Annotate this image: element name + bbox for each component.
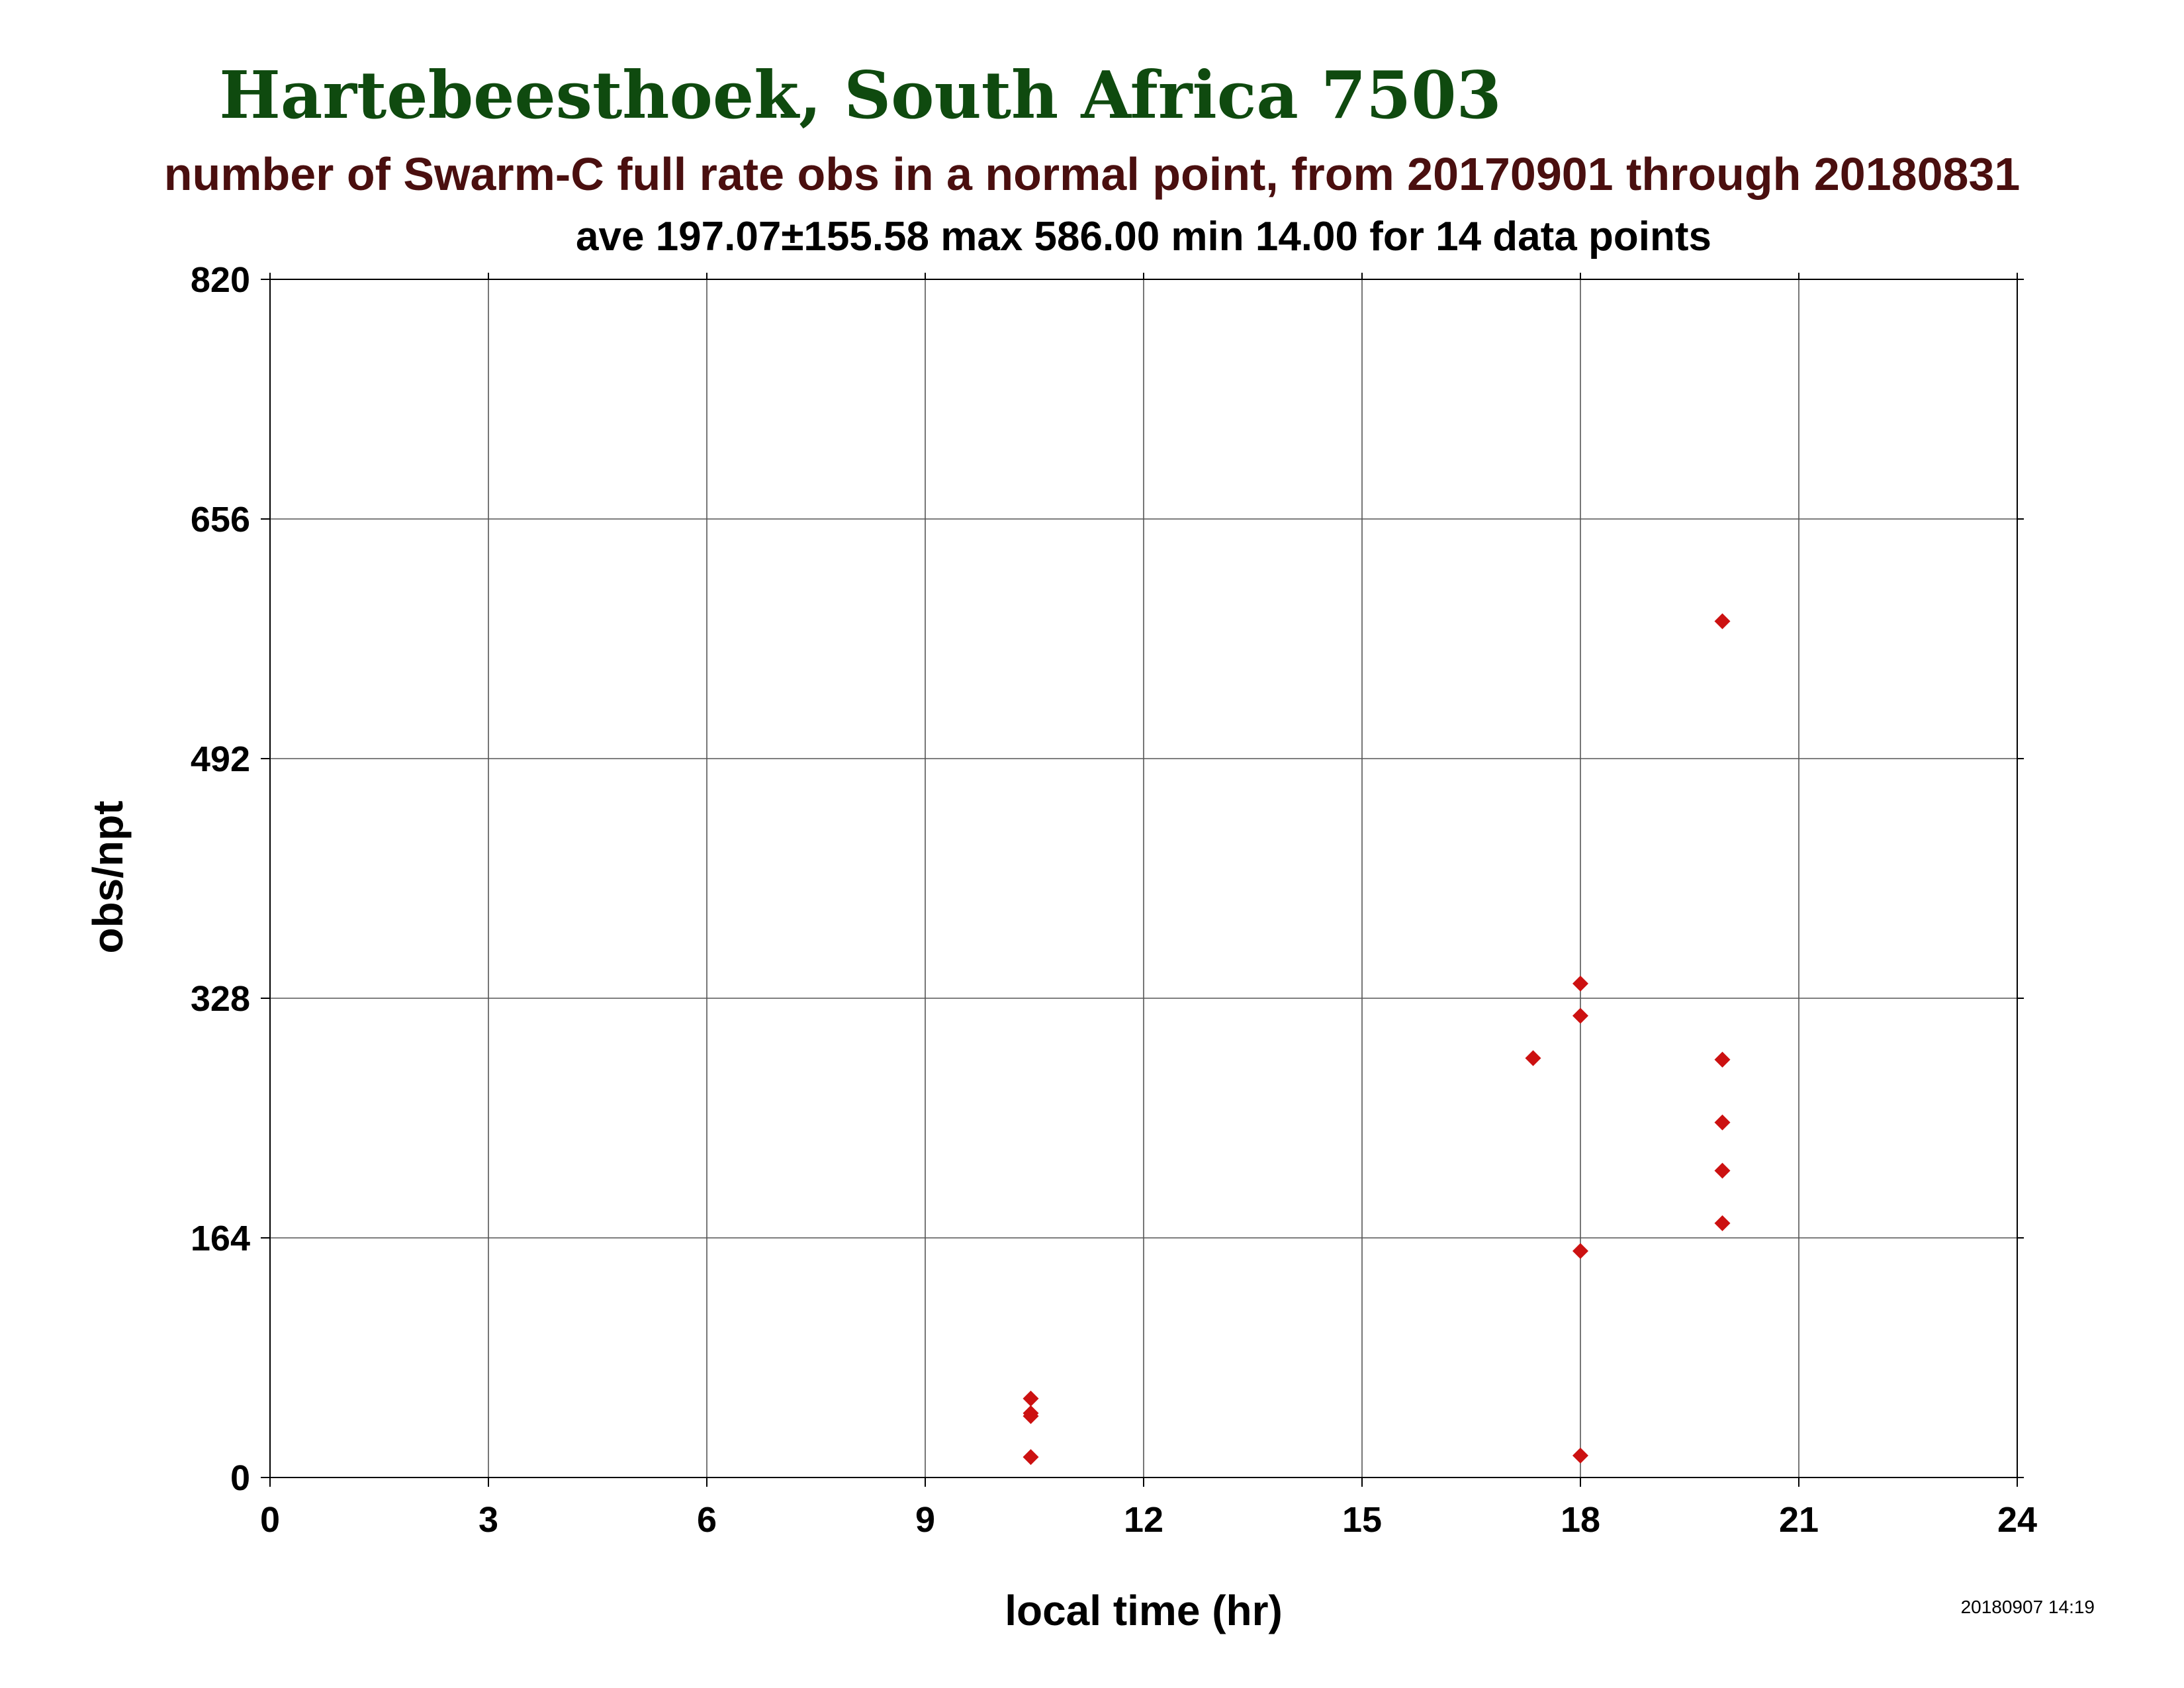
grid [269, 279, 2018, 1478]
data-markers [1023, 613, 1731, 1466]
y-tick-label: 164 [191, 1219, 250, 1258]
y-axis-label: obs/npt [84, 800, 132, 953]
data-point-marker [1572, 975, 1588, 992]
x-tick-label: 12 [1124, 1500, 1163, 1540]
x-tick-label: 3 [478, 1500, 498, 1540]
data-point-marker [1714, 1162, 1731, 1179]
x-tick-label: 0 [260, 1500, 280, 1540]
y-tick-label: 0 [230, 1458, 250, 1498]
data-point-marker [1572, 1243, 1588, 1259]
data-point-marker [1714, 1051, 1731, 1068]
x-tick-label: 9 [915, 1500, 935, 1540]
x-axis-label: local time (hr) [1005, 1587, 1283, 1634]
x-tick-label: 6 [697, 1500, 717, 1540]
x-tick-label: 24 [1997, 1500, 2037, 1540]
x-tick-label: 15 [1342, 1500, 1382, 1540]
data-point-marker [1714, 1114, 1731, 1131]
x-tick-label: 18 [1561, 1500, 1600, 1540]
y-tick-label: 656 [191, 500, 250, 539]
data-point-marker [1714, 613, 1731, 630]
data-point-marker [1525, 1050, 1541, 1066]
y-tick-label: 492 [191, 739, 250, 779]
axis-ticks: 0 3 6 9 12 15 18 21 24 0 164 328 492 656 820 [191, 260, 2037, 1540]
timestamp: 20180907 14:19 [1961, 1597, 2095, 1617]
chart-subtitle: number of Swarm-C full rate obs in a nor… [164, 148, 2021, 200]
y-tick-label: 820 [191, 260, 250, 300]
chart-stats-line: ave 197.07±155.58 max 586.00 min 14.00 f… [576, 214, 1711, 259]
chart-title: Hartebeesthoek, South Africa 7503 [219, 58, 1502, 134]
x-tick-label: 21 [1779, 1500, 1819, 1540]
data-point-marker [1023, 1449, 1039, 1466]
data-point-marker [1572, 1447, 1588, 1464]
data-point-marker [1023, 1390, 1039, 1407]
y-tick-label: 328 [191, 979, 250, 1019]
data-point-marker [1023, 1408, 1039, 1425]
data-point-marker [1572, 1008, 1588, 1024]
data-point-marker [1714, 1215, 1731, 1231]
